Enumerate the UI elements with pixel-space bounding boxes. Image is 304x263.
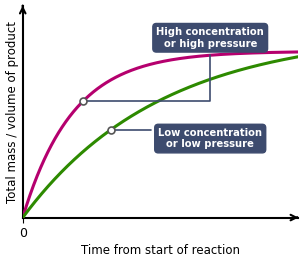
Text: Low concentration
or low pressure: Low concentration or low pressure [114,128,262,149]
Y-axis label: Total mass / volume of product: Total mass / volume of product [5,21,19,203]
X-axis label: Time from start of reaction: Time from start of reaction [81,244,240,257]
Text: High concentration
or high pressure: High concentration or high pressure [86,27,264,101]
